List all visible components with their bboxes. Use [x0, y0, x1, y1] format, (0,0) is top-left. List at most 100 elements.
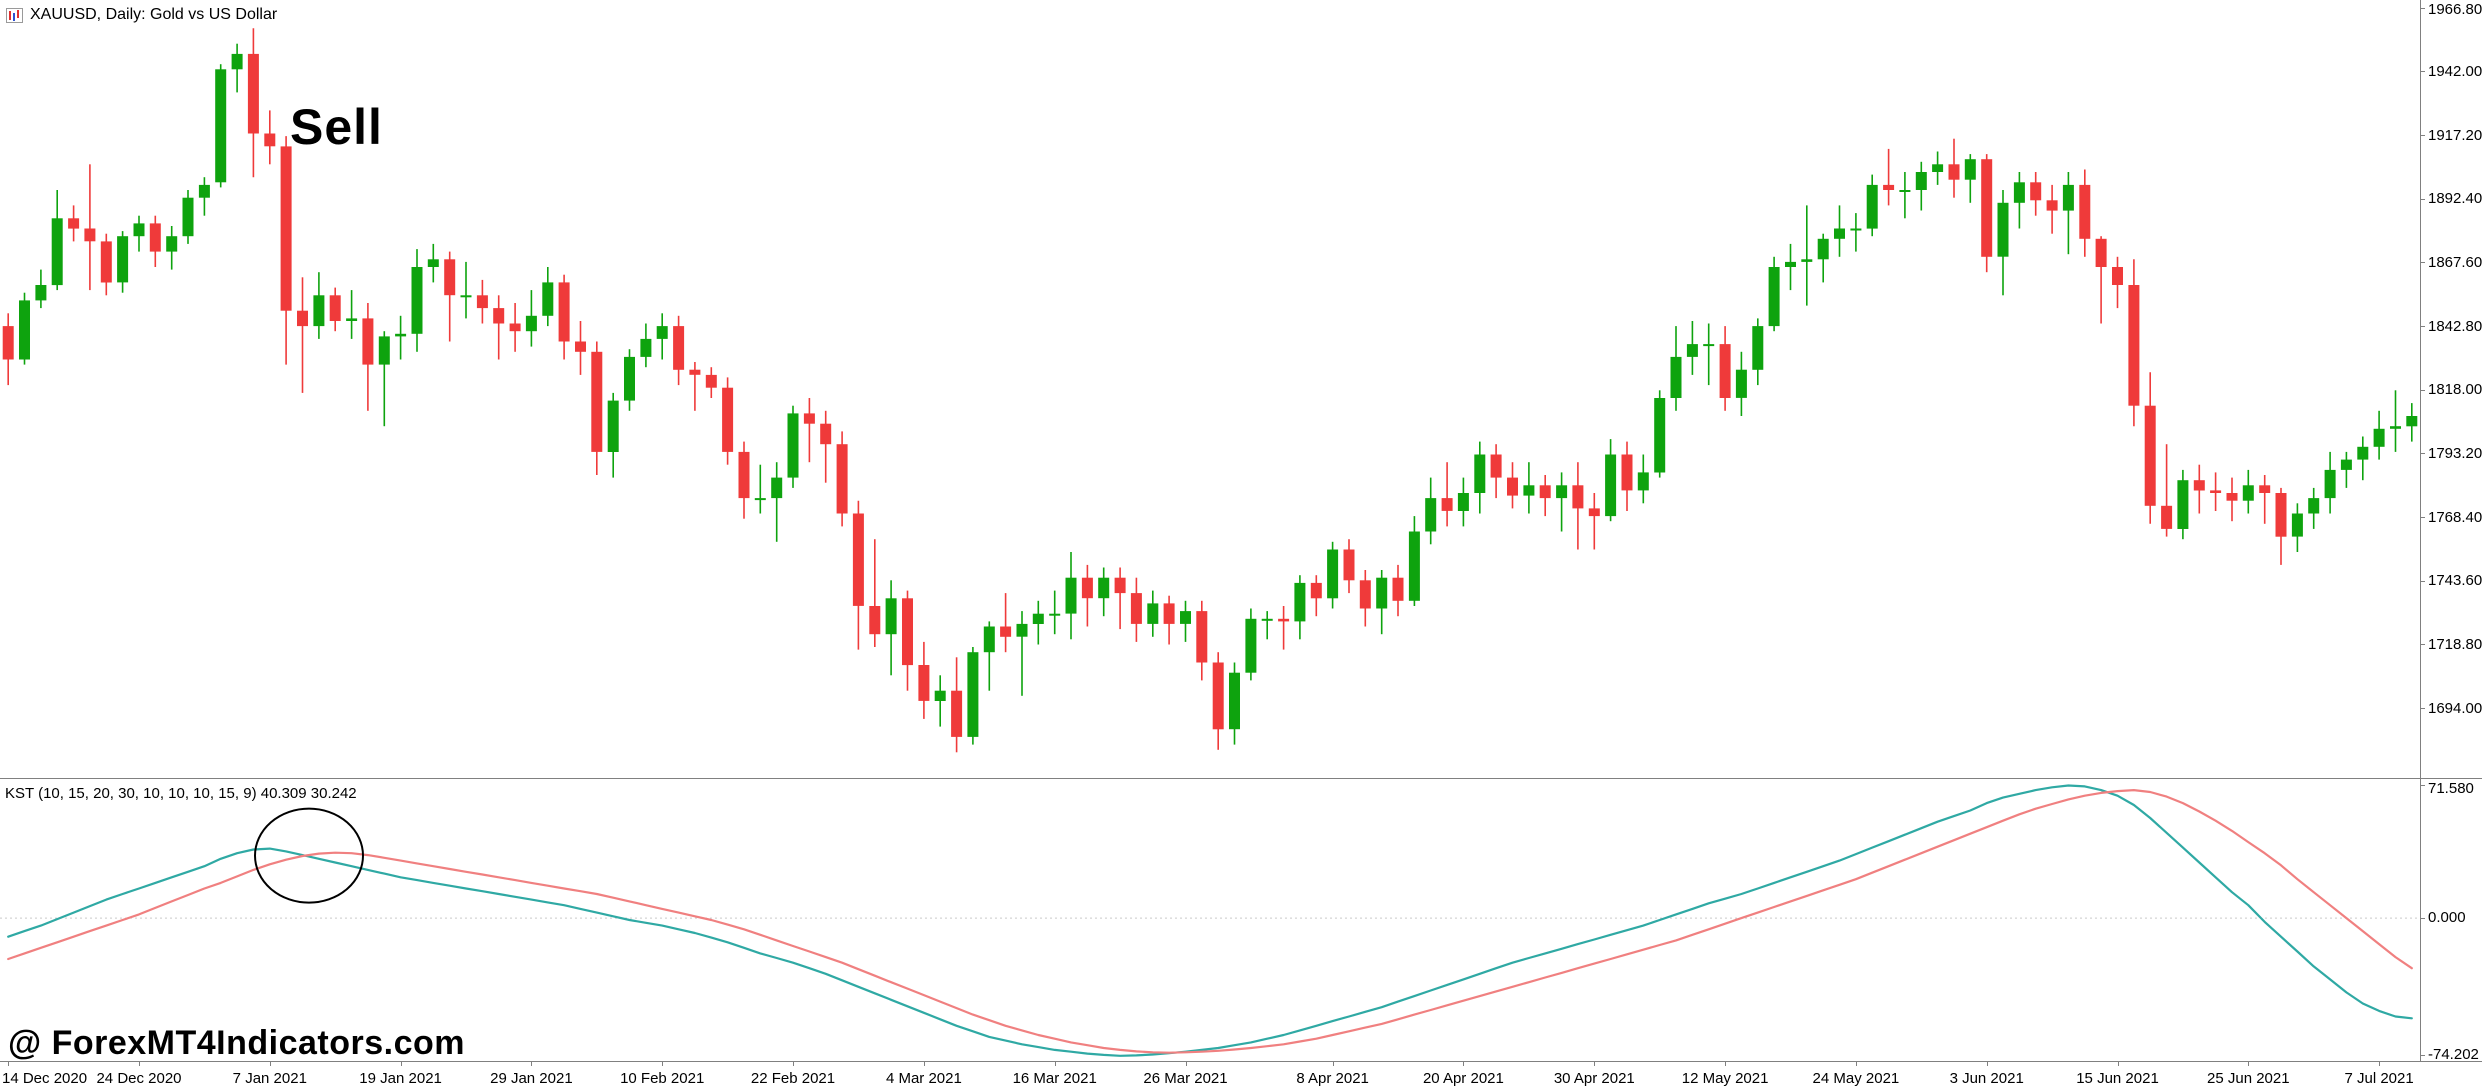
time-axis-label: 4 Mar 2021: [885, 1070, 962, 1087]
candle-body: [967, 652, 979, 737]
price-axis-tick: [2420, 135, 2425, 137]
candle-body: [640, 338, 652, 357]
time-axis-label: 30 Apr 2021: [1553, 1070, 1635, 1087]
candle-body: [2259, 485, 2271, 493]
candle-body: [2013, 182, 2025, 203]
candle-body: [1523, 485, 1535, 496]
candle-body: [902, 598, 913, 666]
candle-body: [1768, 267, 1780, 327]
price-axis-label: 1718.80: [2428, 635, 2482, 653]
candle-body: [1621, 454, 1633, 491]
candle-body: [1883, 184, 1895, 190]
candle-body: [1670, 356, 1682, 398]
time-axis-label: 3 Jun 2021: [1949, 1070, 2024, 1087]
price-axis-label: 1966.80: [2428, 1, 2482, 18]
candle-body: [1441, 498, 1453, 511]
candle-body: [427, 259, 439, 267]
candle-body: [2095, 238, 2107, 267]
candle-body: [1229, 672, 1240, 730]
time-axis-tick: [2248, 1062, 2250, 1066]
time-axis-tick: [2379, 1062, 2381, 1066]
time-axis-tick: [1594, 1062, 1596, 1066]
candle-body: [1081, 577, 1093, 599]
candle-body: [1915, 172, 1927, 190]
candle-body: [1605, 454, 1617, 517]
kst-axis-tick: [2420, 917, 2425, 919]
price-axis-tick: [2420, 326, 2425, 328]
kst-axis-tick: [2420, 784, 2425, 786]
candle-body: [934, 690, 946, 701]
price-axis-tick: [2420, 453, 2425, 455]
candle-body: [1866, 184, 1878, 229]
candle-body: [1392, 577, 1404, 601]
candle-body: [1817, 238, 1829, 260]
time-axis-tick: [1054, 1062, 1056, 1066]
time-axis-tick: [793, 1062, 794, 1066]
time-axis-tick: [1185, 1062, 1187, 1066]
time-axis[interactable]: 14 Dec 2020 24 Dec 2020 7 Jan 2021 19 Jan 2…: [0, 1061, 2482, 1092]
kst-chart-svg[interactable]: [0, 779, 2420, 1061]
candle-body: [1834, 228, 1845, 239]
candle-body: [1899, 190, 1911, 192]
sell-annotation: Sell: [290, 99, 383, 155]
candle-body: [738, 451, 750, 499]
price-axis-tick: [2420, 708, 2425, 710]
time-axis-label: 24 Dec 2020: [96, 1070, 182, 1087]
candle-body: [1408, 531, 1420, 601]
symbol-title-label: XAUUSD, Daily: Gold vs US Dollar: [30, 6, 278, 23]
candle-body: [591, 351, 603, 452]
candle-body: [19, 300, 30, 360]
candle-body: [1000, 626, 1012, 637]
candle-body: [395, 333, 407, 337]
candle-body: [509, 323, 521, 332]
watermark: @ ForexMT4Indicators.com: [8, 1024, 466, 1062]
candle-body: [2161, 505, 2173, 529]
price-axis-label: 1768.40: [2428, 508, 2482, 526]
candle-body: [1588, 508, 1600, 517]
candle-body: [1932, 164, 1944, 172]
time-axis-label: 7 Jul 2021: [2344, 1070, 2414, 1087]
time-axis-tick: [1332, 1062, 1334, 1066]
kst-axis-label: 0.000: [2428, 909, 2466, 927]
price-axis-label: 1842.80: [2428, 317, 2482, 335]
candle-body: [542, 282, 554, 316]
candle-body: [264, 133, 276, 147]
candle-body: [313, 295, 325, 327]
candle-body: [1507, 477, 1518, 496]
candle-body: [297, 310, 308, 327]
candle-body: [771, 477, 783, 499]
price-axis-tick: [2420, 389, 2425, 391]
time-axis-label: 24 May 2021: [1812, 1070, 1900, 1087]
kst-kst-line: [7, 784, 2413, 1057]
candle-body: [1850, 228, 1862, 231]
time-axis-label: 20 Apr 2021: [1422, 1070, 1504, 1087]
candle-body: [787, 413, 799, 478]
price-axis-tick: [2420, 517, 2425, 519]
candle-body: [705, 374, 717, 388]
candle-body: [2291, 513, 2303, 537]
price-axis-tick: [2420, 7, 2425, 9]
panel-separator[interactable]: [0, 778, 2482, 779]
candle-body: [2324, 469, 2336, 499]
price-axis[interactable]: 1966.80 1942.00 1917.20 1892.40 1867.60 1842.…: [2420, 0, 2482, 1091]
candle-body: [117, 236, 129, 283]
candle-body: [2144, 405, 2156, 506]
time-axis-label: 19 Jan 2021: [359, 1070, 442, 1087]
candle-body: [1049, 613, 1061, 616]
candle-body: [346, 318, 358, 321]
time-axis-tick: [400, 1062, 402, 1066]
time-axis-tick: [8, 1062, 10, 1066]
main-chart-svg[interactable]: [0, 0, 2420, 778]
price-axis-tick: [2420, 644, 2425, 646]
kst-signal-line: [7, 789, 2413, 1054]
candle-body: [1343, 549, 1355, 581]
candle-body: [951, 690, 963, 737]
candle-body: [378, 336, 390, 365]
candle-body: [673, 326, 685, 370]
candle-body: [2, 326, 14, 360]
candle-body: [1752, 326, 1764, 370]
price-axis-label: 1917.20: [2428, 126, 2482, 144]
time-axis-tick: [662, 1062, 664, 1066]
candle-body: [1556, 485, 1568, 499]
candle-body: [182, 197, 194, 237]
